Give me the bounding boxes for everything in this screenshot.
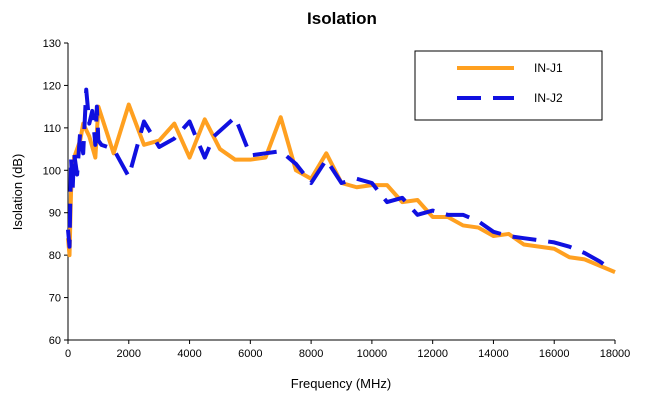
y-tick-label: 130 xyxy=(43,38,61,50)
legend-box xyxy=(414,50,603,121)
x-tick-label: 4000 xyxy=(177,348,201,360)
x-tick-label: 18000 xyxy=(600,348,631,360)
axis-ticks: 60 70 80 90 100 110 120 130 0 2000 4000 6000 8000 100… xyxy=(43,38,631,360)
plot-area: 60 70 80 90 100 110 120 130 0 2000 4000 6000 8000 100… xyxy=(43,38,631,360)
legend-label-in-j1: IN-J1 xyxy=(534,61,563,75)
x-tick-label: 0 xyxy=(65,348,71,360)
y-tick-label: 120 xyxy=(43,80,61,92)
x-axis-label: Frequency (MHz) xyxy=(291,376,391,391)
y-axis-label: Isolation (dB) xyxy=(10,154,25,231)
series-line-in-j1 xyxy=(66,102,616,274)
y-tick-label: 70 xyxy=(49,293,61,305)
y-tick-label: 90 xyxy=(49,208,61,220)
chart-title: Isolation xyxy=(307,9,377,28)
y-tick-label: 110 xyxy=(43,123,61,135)
x-tick-label: 14000 xyxy=(478,348,509,360)
x-tick-label: 2000 xyxy=(117,348,141,360)
series-line-in-j2 xyxy=(66,87,608,268)
legend: IN-J1 IN-J2 xyxy=(414,50,603,121)
x-tick-label: 6000 xyxy=(238,348,262,360)
x-tick-label: 10000 xyxy=(357,348,388,360)
x-tick-label: 16000 xyxy=(539,348,570,360)
y-tick-label: 60 xyxy=(49,335,61,347)
legend-label-in-j2: IN-J2 xyxy=(534,91,563,105)
y-tick-label: 100 xyxy=(43,165,61,177)
x-tick-label: 8000 xyxy=(299,348,323,360)
series-layer xyxy=(66,87,616,274)
y-tick-label: 80 xyxy=(49,250,61,262)
x-tick-label: 12000 xyxy=(417,348,448,360)
